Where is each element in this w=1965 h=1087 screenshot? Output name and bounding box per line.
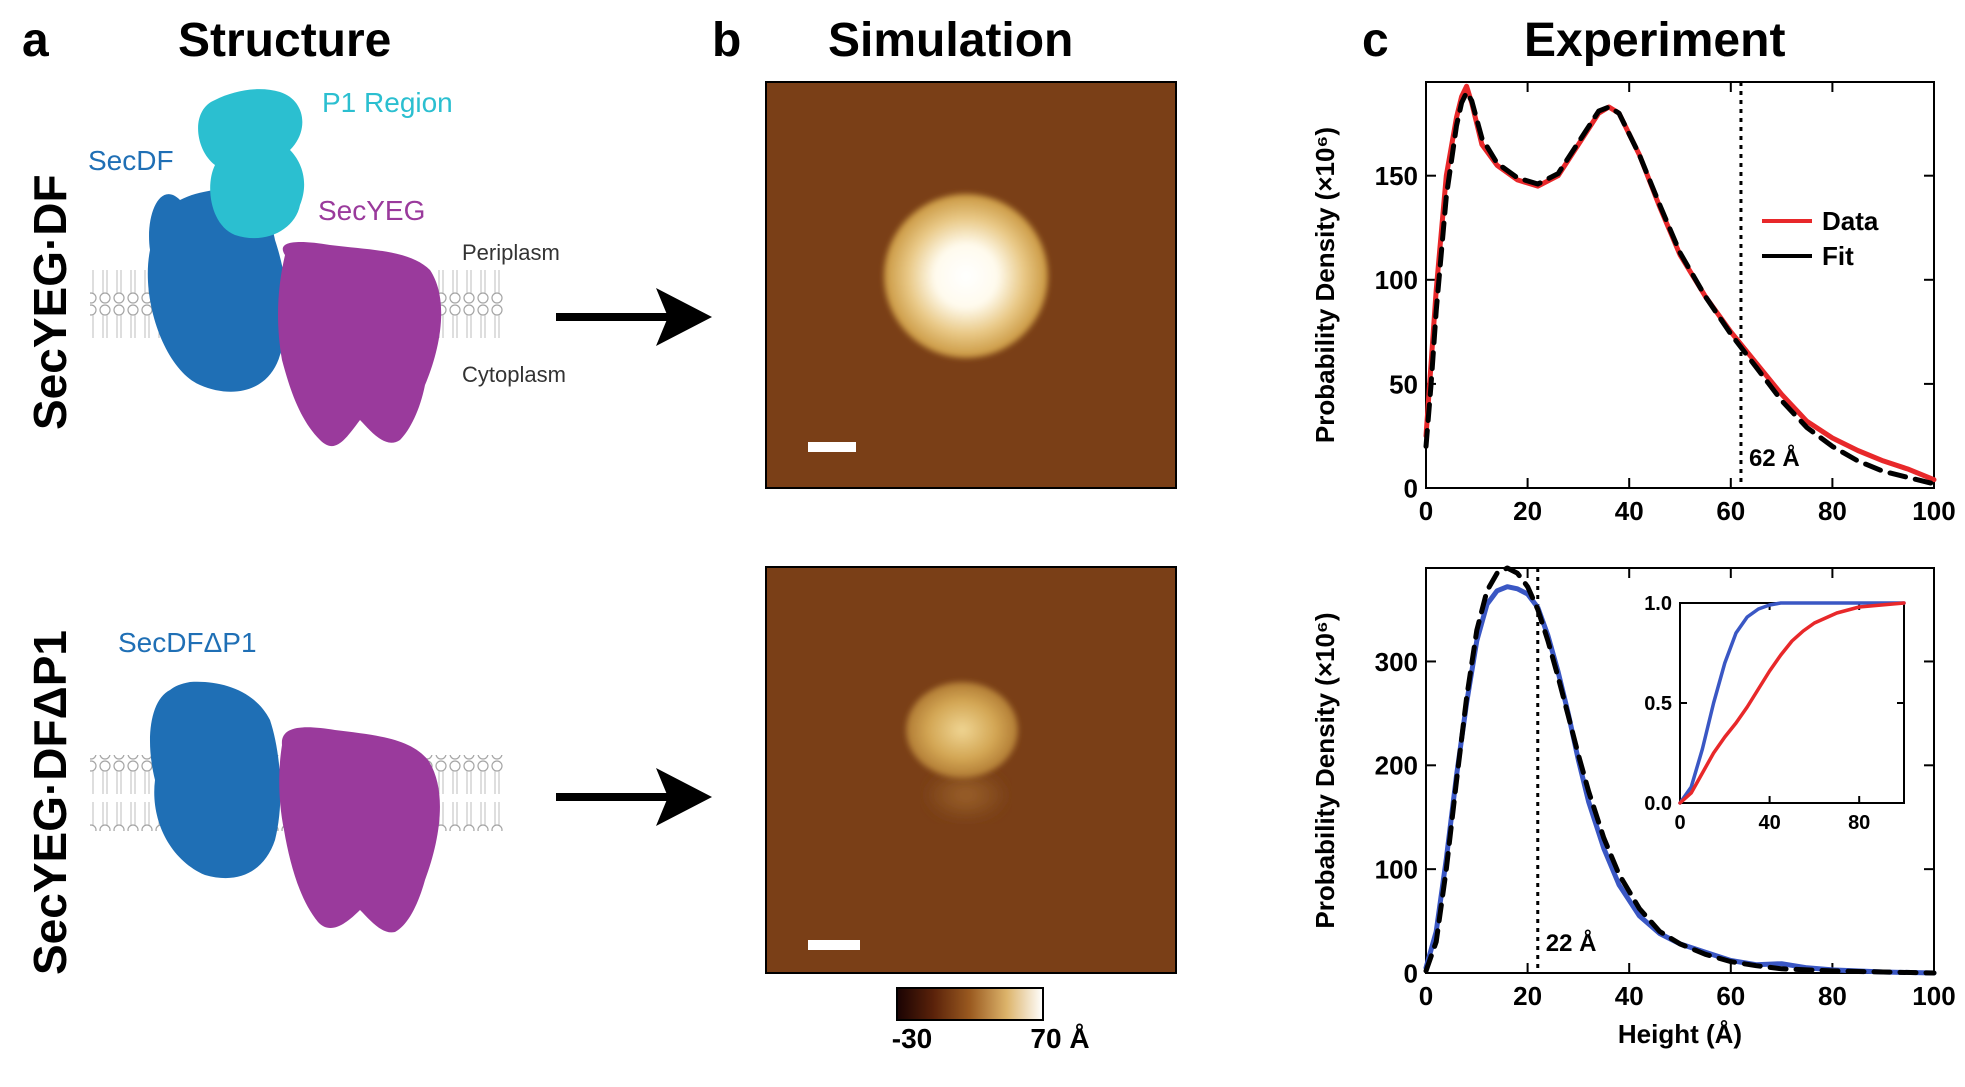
x-tick-label: 40 [1758,812,1780,834]
y-axis-label: Probability Density (×10⁶) [1310,127,1340,443]
structure-illustration-1: P1 Region SecDF SecYEG Periplasm Cytopla… [88,87,566,447]
x-tick-label: 0 [1419,496,1433,526]
x-tick-label: 20 [1513,981,1542,1011]
y-tick-label: 100 [1375,855,1418,885]
threshold-label: 22 Å [1546,929,1597,957]
secdf-dp1-protein-shape [150,681,281,879]
label-periplasm: Periplasm [462,240,560,265]
arrow-1 [556,288,712,346]
y-axis-label: Probability Density (×10⁶) [1310,612,1340,928]
x-tick-label: 80 [1848,812,1870,834]
panel-title-simulation: Simulation [828,14,1073,67]
afm-image-2 [765,566,1177,974]
series-line-fit [1423,565,1937,976]
x-tick-label: 20 [1513,496,1542,526]
colorbar-max-label: 70 Å [1030,1023,1089,1054]
structure-illustration-2: SecDFΔP1 [90,627,504,933]
y-tick-label: 0.5 [1644,693,1672,715]
density-chart-top: 0 20 40 60 80 100 0 50 100 150 Probability Density… [1310,81,1956,526]
legend-label-fit: Fit [1822,241,1854,271]
y-tick-label: 1.0 [1644,593,1672,615]
colorbar-min-label: -30 [892,1023,932,1054]
afm-image-1 [765,81,1177,489]
label-secdf-dp1: SecDFΔP1 [118,627,257,658]
secdf-protein-shape [147,189,288,392]
y-tick-label: 100 [1375,265,1418,295]
x-tick-label: 60 [1716,981,1745,1011]
arrow-2 [556,768,712,826]
plot-frame [1425,567,1935,974]
panel-title-experiment: Experiment [1524,14,1785,67]
panel-letter-c: c [1362,14,1389,67]
cumulative-inset-chart: 0 40 80 0.0 0.5 1.0 [1644,593,1906,834]
series-line-data [1423,83,1937,483]
x-tick-label: 60 [1716,496,1745,526]
label-cytoplasm: Cytoplasm [462,362,566,387]
y-tick-label: 150 [1375,161,1418,191]
x-tick-label: 0 [1419,981,1433,1011]
x-tick-label: 40 [1615,496,1644,526]
p1-region-shape [198,89,305,239]
x-tick-label: 40 [1615,981,1644,1011]
secyeg-protein-shape-2 [279,727,440,933]
label-p1-region: P1 Region [322,87,453,118]
colorbar: -30 70 Å [892,987,1090,1054]
y-tick-label: 0 [1404,958,1418,988]
row-label-1: SecYEG·DF [24,174,76,430]
x-tick-label: 80 [1818,981,1847,1011]
secyeg-protein-shape [278,242,442,447]
plot-frame [1425,81,1935,489]
panel-letter-b: b [712,14,741,67]
series-line-data-red- [1678,601,1906,805]
y-tick-label: 0 [1404,473,1418,503]
scale-bar-1 [808,442,856,452]
scale-bar-2 [808,940,860,950]
panel-title-structure: Structure [178,14,391,67]
x-tick-label: 100 [1912,496,1955,526]
label-secdf: SecDF [88,145,174,176]
y-tick-label: 200 [1375,751,1418,781]
legend-label-data: Data [1822,206,1879,236]
x-axis-label: Height (Å) [1618,1019,1742,1049]
x-tick-label: 0 [1674,812,1685,834]
label-secyeg: SecYEG [318,195,425,226]
series-line-fit [1423,89,1937,487]
threshold-label: 62 Å [1749,444,1800,472]
panel-letter-a: a [22,14,49,67]
y-tick-label: 50 [1389,369,1418,399]
y-tick-label: 0.0 [1644,793,1672,815]
x-tick-label: 100 [1912,981,1955,1011]
density-chart-bottom: 0 20 40 60 80 100 0 100 200 300 Probability Densit… [1310,565,1956,1049]
x-tick-label: 80 [1818,496,1847,526]
row-label-2: SecYEG·DFΔP1 [24,630,76,975]
y-tick-label: 300 [1375,647,1418,677]
series-line-data-blue- [1678,601,1906,805]
